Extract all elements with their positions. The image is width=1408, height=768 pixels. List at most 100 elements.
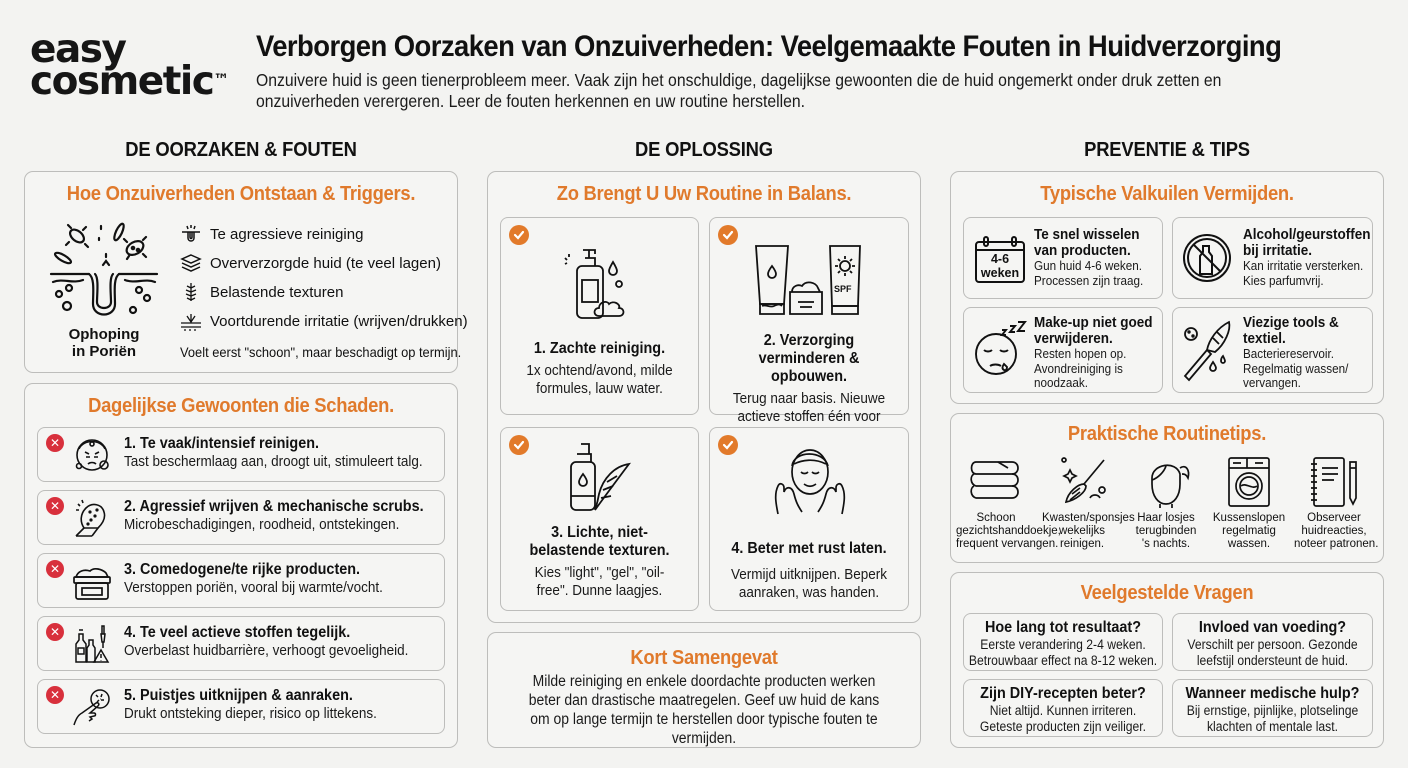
- faq-panel: Veelgestelde Vragen Hoe lang tot resulta…: [950, 572, 1384, 748]
- error-x-icon: ✕: [46, 434, 64, 452]
- faq-answer-line2: Betrouwbaar effect na 8-12 weken.: [968, 653, 1158, 668]
- habit-card: ✕ 3. Comedogene/te rijke producten. Vers…: [37, 553, 445, 608]
- solution-card: SPF 2. Verzorging verminderen & opbouwen…: [709, 217, 909, 443]
- trigger-label: Belastende texturen: [210, 283, 344, 301]
- habits-panel: Dagelijkse Gewoonten die Schaden. ✕ 1. T…: [24, 383, 458, 748]
- notebook-pen-icon: [1306, 456, 1362, 508]
- pitfalls-panel: Typische Valkuilen Vermijden. 4-6 weken …: [950, 171, 1384, 404]
- trigger-item: Voortdurende irritatie (wrijven/drukken): [180, 311, 468, 331]
- trigger-label: Te agressieve reiniging: [210, 225, 364, 243]
- faq-answer-line2: Geteste producten zijn veiliger.: [979, 719, 1147, 734]
- habit-desc: Drukt ontsteking dieper, risico op litte…: [124, 705, 377, 722]
- trigger-item: Belastende texturen: [180, 282, 343, 302]
- tip-item: Haar losjes terugbinden 's nachts.: [1126, 456, 1206, 551]
- scrub-mitt-icon: [70, 496, 114, 540]
- heavy-texture-icon: [180, 282, 202, 302]
- summary-title: Kort Samengevat: [630, 647, 778, 669]
- trademark-symbol: ™: [213, 70, 230, 89]
- pitfall-title: Alcohol/geurstoffen bij irritatie.: [1243, 226, 1371, 259]
- faq-question: Hoe lang tot resultaat?: [984, 619, 1142, 636]
- faq-question: Wanneer medische hulp?: [1185, 685, 1360, 702]
- pitfall-desc: Resten hopen op. Avondreiniging is noodz…: [1034, 346, 1127, 390]
- faq-answer-line2: klachten of mentale last.: [1206, 719, 1339, 734]
- clogged-pore-bacteria-icon: [49, 218, 159, 328]
- habit-card: ✕ 1. Te vaak/intensief reinigen. Tast be…: [37, 427, 445, 482]
- spf-label: SPF: [834, 284, 852, 294]
- tip-item: Kussenslopen regelmatig wassen.: [1209, 456, 1289, 551]
- brand-name-line1: easy: [30, 27, 127, 72]
- solution-card: 3. Lichte, niet-belastende texturen. Kie…: [500, 427, 699, 611]
- error-x-icon: ✕: [46, 686, 64, 704]
- routine-title: Zo Brengt U Uw Routine in Balans.: [556, 183, 852, 205]
- tip-label: Kussenslopen regelmatig wassen.: [1212, 512, 1286, 550]
- triggers-note: Voelt eerst "schoon", maar beschadigt op…: [180, 344, 462, 360]
- habit-card: ✕ 4. Te veel actieve stoffen tegelijk. O…: [37, 616, 445, 671]
- habit-desc: Microbeschadigingen, roodheid, ontstekin…: [124, 516, 400, 533]
- pitfall-card: 4-6 weken Te snel wisselen van producten…: [963, 217, 1163, 299]
- calendar-text-1: 4-6: [990, 252, 1010, 266]
- habit-card: ✕ 2. Agressief wrijven & mechanische scr…: [37, 490, 445, 545]
- column-title-prevention: PREVENTIE & TIPS: [1084, 139, 1250, 161]
- triggers-title: Hoe Onzuiverheden Ontstaan & Triggers.: [66, 183, 416, 205]
- summary-panel: Kort Samengevat Milde reiniging en enkel…: [487, 632, 921, 748]
- check-icon: [509, 225, 529, 245]
- trigger-item: Oververzorgde huid (te veel lagen): [180, 253, 441, 273]
- solution-title: 1. Zachte reiniging.: [533, 340, 666, 357]
- pitfall-desc: Bacteriereservoir. Regelmatig wassen/ ve…: [1243, 346, 1349, 390]
- habit-title: 1. Te vaak/intensief reinigen.: [124, 435, 320, 452]
- solution-desc: 1x ochtend/avond, milde formules, lauw w…: [526, 362, 673, 397]
- tips-panel: Praktische Routinetips. Schoon gezichtsh…: [950, 413, 1384, 563]
- habit-desc: Overbelast huidbarrière, verhoogt gevoel…: [124, 642, 409, 659]
- pitfall-desc: Kan irritatie versterken. Kies parfumvri…: [1243, 258, 1364, 288]
- calendar-icon: 4-6 weken: [974, 234, 1026, 286]
- pitfall-card: Make-up niet goed verwijderen. Resten ho…: [963, 307, 1163, 393]
- tip-label: Observeer huidreacties, noteer patronen.: [1294, 512, 1379, 550]
- sleepy-face-icon: [974, 320, 1028, 380]
- faq-card[interactable]: Wanneer medische hulp? Bij ernstige, pij…: [1172, 679, 1373, 737]
- tip-item: Observeer huidreacties, noteer patronen.: [1294, 456, 1379, 551]
- trigger-label: Voortdurende irritatie (wrijven/drukken): [210, 312, 468, 330]
- error-x-icon: ✕: [46, 497, 64, 515]
- faq-card[interactable]: Invloed van voeding? Verschilt per perso…: [1172, 613, 1373, 671]
- pitfall-card: Viezige tools & textiel. Bacteriereservo…: [1172, 307, 1373, 393]
- pitfall-title: Te snel wisselen van producten.: [1034, 226, 1140, 259]
- habit-title: 5. Puistjes uitknijpen & aanraken.: [124, 687, 353, 704]
- tip-label: Schoon gezichtshanddoekje, frequent verv…: [956, 512, 1061, 550]
- serum-bottles-warning-icon: [70, 622, 114, 666]
- brand-logo: easy cosmetic™: [30, 27, 230, 101]
- column-title-solution: DE OPLOSSING: [635, 139, 773, 161]
- faq-answer-line1: Bij ernstige, pijnlijke, plotselinge: [1186, 703, 1359, 718]
- pitfall-title: Make-up niet goed verwijderen.: [1034, 314, 1153, 347]
- finger-touching-pimple-icon: [70, 685, 114, 729]
- error-x-icon: ✕: [46, 623, 64, 641]
- pitfall-card: Alcohol/geurstoffen bij irritatie. Kan i…: [1172, 217, 1373, 299]
- tip-label: Haar losjes terugbinden 's nachts.: [1135, 512, 1197, 550]
- ponytail-icon: [1138, 456, 1194, 508]
- faq-answer-line2: leefstijl ondersteunt de huid.: [1196, 653, 1349, 668]
- habit-title: 2. Agressief wrijven & mechanische scrub…: [124, 498, 424, 515]
- faq-answer-line1: Eerste verandering 2-4 weken.: [980, 637, 1146, 652]
- habit-desc: Tast beschermlaag aan, droogt uit, stimu…: [124, 453, 423, 470]
- check-icon: [718, 225, 738, 245]
- faq-answer-line1: Niet altijd. Kunnen irriteren.: [989, 703, 1137, 718]
- calm-face-hands-icon: [772, 438, 848, 518]
- error-x-icon: ✕: [46, 560, 64, 578]
- solution-title: 2. Verzorging verminderen & opbouwen.: [758, 332, 860, 385]
- illustration-label-1: Ophoping: [68, 326, 140, 343]
- faq-card[interactable]: Hoe lang tot resultaat? Eerste veranderi…: [963, 613, 1163, 671]
- tip-item: Kwasten/sponsjes wekelijks reinigen.: [1042, 456, 1135, 551]
- habit-title: 3. Comedogene/te rijke producten.: [124, 561, 361, 578]
- layers-icon: [180, 253, 202, 273]
- solution-card: 4. Beter met rust laten. Vermijd uitknij…: [709, 427, 909, 611]
- faq-card[interactable]: Zijn DIY-recepten beter? Niet altijd. Ku…: [963, 679, 1163, 737]
- routine-panel: Zo Brengt U Uw Routine in Balans. 1. Zac…: [487, 171, 921, 623]
- faq-title: Veelgestelde Vragen: [1080, 582, 1254, 604]
- tip-item: Schoon gezichtshanddoekje, frequent verv…: [956, 456, 1061, 551]
- tubes-jar-spf-icon: SPF: [752, 244, 866, 316]
- calendar-text-2: weken: [980, 266, 1020, 280]
- harsh-cleansing-icon: [180, 224, 202, 244]
- trigger-label: Oververzorgde huid (te veel lagen): [210, 254, 441, 272]
- page-subtitle: Onzuivere huid is geen tienerprobleem me…: [256, 70, 1222, 111]
- habits-title: Dagelijkse Gewoonten die Schaden.: [88, 395, 394, 417]
- bottle-feather-icon: [567, 442, 637, 514]
